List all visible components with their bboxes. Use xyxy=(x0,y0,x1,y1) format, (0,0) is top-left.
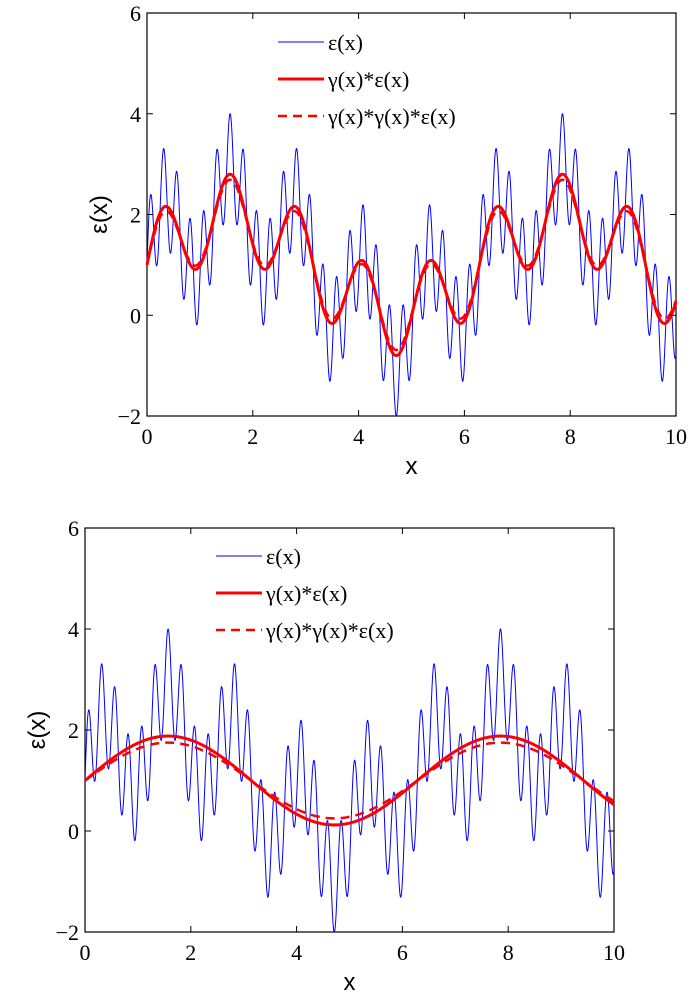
series-gamma-epsilon-top xyxy=(145,172,678,358)
legend-label-epsilon-top: ε(x) xyxy=(328,30,363,55)
x-tick-labels-top: 0 2 4 6 8 10 xyxy=(142,424,688,449)
y-axis-label-bottom: ε(x) xyxy=(24,711,51,750)
series-gamma-gamma-epsilon-bottom xyxy=(84,741,615,820)
y-tick-label: 0 xyxy=(130,303,141,328)
y-tick-label: 2 xyxy=(130,203,141,228)
x-tick-label: 10 xyxy=(665,424,687,449)
x-tick-label: 2 xyxy=(247,424,258,449)
legend-top: ε(x) γ(x)*ε(x) γ(x)*γ(x)*ε(x) xyxy=(278,22,508,130)
x-tick-label: 4 xyxy=(291,940,302,965)
y-tick-label: −2 xyxy=(118,404,141,429)
y-tick-labels-bottom: −2 0 2 4 6 xyxy=(56,516,79,945)
x-tick-label: 6 xyxy=(397,940,408,965)
y-tick-label: 6 xyxy=(130,1,141,26)
x-axis-label-top: x xyxy=(406,453,418,480)
legend-box-top xyxy=(278,22,508,130)
legend-label-gamma-epsilon-top: γ(x)*ε(x) xyxy=(327,67,409,92)
legend-box-bottom xyxy=(216,536,448,644)
x-tick-label: 0 xyxy=(142,424,153,449)
legend-label-gamma-epsilon-bottom: γ(x)*ε(x) xyxy=(265,581,347,606)
y-tick-label: 2 xyxy=(68,718,79,743)
x-tick-labels-bottom: 0 2 4 6 8 10 xyxy=(80,940,626,965)
y-tick-label: 4 xyxy=(130,102,141,127)
y-tick-labels-top: −2 0 2 4 6 xyxy=(118,1,141,429)
legend-bottom: ε(x) γ(x)*ε(x) γ(x)*γ(x)*ε(x) xyxy=(216,536,448,644)
legend-label-gamma-gamma-epsilon-bottom: γ(x)*γ(x)*ε(x) xyxy=(265,618,394,643)
y-tick-label: 4 xyxy=(68,617,79,642)
x-tick-label: 0 xyxy=(80,940,91,965)
x-tick-label: 8 xyxy=(565,424,576,449)
x-tick-label: 4 xyxy=(353,424,364,449)
series-gamma-epsilon-bottom xyxy=(84,734,615,827)
y-tick-label: 0 xyxy=(68,819,79,844)
x-tick-label: 2 xyxy=(185,940,196,965)
legend-label-epsilon-bottom: ε(x) xyxy=(266,544,301,569)
series-epsilon-bottom xyxy=(84,628,615,933)
series-epsilon-top xyxy=(146,113,677,417)
axis-ticks-bottom xyxy=(84,527,615,933)
x-tick-label: 6 xyxy=(459,424,470,449)
y-tick-label: 6 xyxy=(68,516,79,541)
x-tick-label: 10 xyxy=(603,940,625,965)
y-axis-label-top: ε(x) xyxy=(86,195,113,234)
x-tick-label: 8 xyxy=(503,940,514,965)
series-gamma-gamma-epsilon-top xyxy=(145,178,678,352)
y-tick-label: −2 xyxy=(56,920,79,945)
x-axis-label-bottom: x xyxy=(344,969,356,996)
axis-ticks-top xyxy=(146,12,677,417)
legend-label-gamma-gamma-epsilon-top: γ(x)*γ(x)*ε(x) xyxy=(327,104,456,129)
